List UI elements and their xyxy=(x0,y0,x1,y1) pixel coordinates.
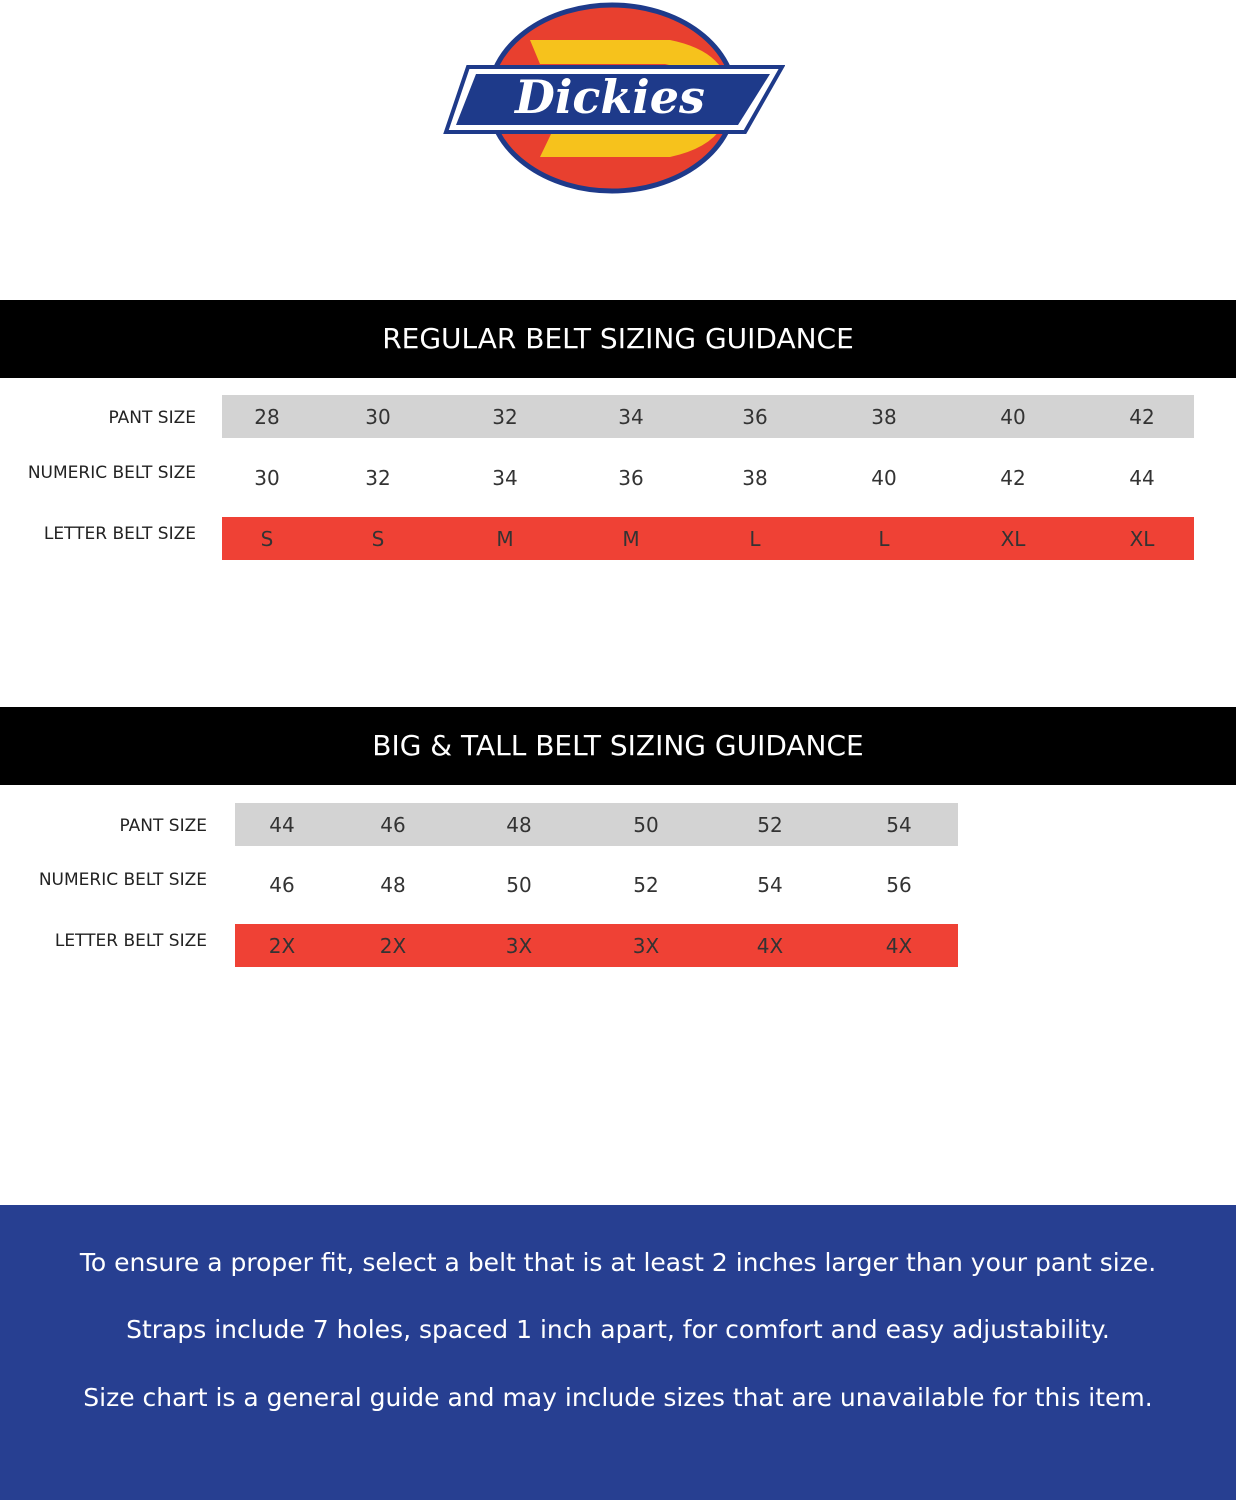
numeric-belt-size-cell: 32 xyxy=(365,466,391,490)
letter-belt-size-cell: 2X xyxy=(379,934,407,958)
letter-belt-size-cell: S xyxy=(260,527,274,551)
row-label: NUMERIC BELT SIZE xyxy=(38,870,207,890)
pant-size-band xyxy=(222,395,1194,438)
pant-size-cell: 32 xyxy=(492,405,518,429)
letter-belt-size-cell: S xyxy=(371,527,385,551)
pant-size-cell: 30 xyxy=(365,405,391,429)
numeric-belt-size-cell: 42 xyxy=(1000,466,1026,490)
row-label: PANT SIZE xyxy=(119,816,208,836)
letter-belt-size-band xyxy=(235,924,958,967)
pant-size-cell: 34 xyxy=(618,405,644,429)
logo: Dickies xyxy=(443,2,785,194)
pant-size-cell: 44 xyxy=(269,813,295,837)
pant-size-cell: 46 xyxy=(380,813,406,837)
row-label: LETTER BELT SIZE xyxy=(54,931,207,951)
letter-belt-size-cell: L xyxy=(749,527,761,551)
numeric-belt-size-cell: 46 xyxy=(269,873,295,897)
pant-size-cell: 38 xyxy=(871,405,897,429)
letter-belt-size-band xyxy=(222,517,1194,560)
numeric-belt-size-cell: 34 xyxy=(492,466,518,490)
pant-size-band xyxy=(235,803,958,846)
letter-belt-size-cell: 4X xyxy=(756,934,784,958)
note: Straps include 7 holes, spaced 1 inch ap… xyxy=(126,1315,1110,1344)
letter-belt-size-cell: L xyxy=(878,527,890,551)
note: Size chart is a general guide and may in… xyxy=(83,1383,1153,1412)
pant-size-cell: 28 xyxy=(254,405,280,429)
pant-size-cell: 50 xyxy=(633,813,659,837)
section-bar xyxy=(0,300,1236,378)
logo-text: Dickies xyxy=(513,70,705,124)
letter-belt-size-cell: 4X xyxy=(885,934,913,958)
note: To ensure a proper fit, select a belt th… xyxy=(79,1248,1157,1277)
pant-size-cell: 40 xyxy=(1000,405,1026,429)
letter-belt-size-cell: XL xyxy=(1129,527,1155,551)
row-label: PANT SIZE xyxy=(108,408,197,428)
numeric-belt-size-cell: 56 xyxy=(886,873,912,897)
numeric-belt-size-cell: 48 xyxy=(380,873,406,897)
numeric-belt-size-cell: 36 xyxy=(618,466,644,490)
numeric-belt-size-cell: 50 xyxy=(506,873,532,897)
section-bar xyxy=(0,707,1236,785)
letter-belt-size-cell: XL xyxy=(1000,527,1026,551)
section-title: BIG & TALL BELT SIZING GUIDANCE xyxy=(372,729,864,762)
pant-size-cell: 48 xyxy=(506,813,532,837)
pant-size-cell: 52 xyxy=(757,813,783,837)
pant-size-cell: 36 xyxy=(742,405,768,429)
row-label: LETTER BELT SIZE xyxy=(43,524,196,544)
numeric-belt-size-cell: 30 xyxy=(254,466,280,490)
numeric-belt-size-cell: 44 xyxy=(1129,466,1155,490)
numeric-belt-size-cell: 52 xyxy=(633,873,659,897)
pant-size-cell: 42 xyxy=(1129,405,1155,429)
row-label: NUMERIC BELT SIZE xyxy=(27,463,196,483)
footer xyxy=(0,1205,1236,1500)
letter-belt-size-cell: 2X xyxy=(268,934,296,958)
section-title: REGULAR BELT SIZING GUIDANCE xyxy=(382,322,854,355)
letter-belt-size-cell: 3X xyxy=(505,934,533,958)
numeric-belt-size-cell: 40 xyxy=(871,466,897,490)
numeric-belt-size-cell: 38 xyxy=(742,466,768,490)
pant-size-cell: 54 xyxy=(886,813,912,837)
letter-belt-size-cell: 3X xyxy=(632,934,660,958)
letter-belt-size-cell: M xyxy=(496,527,514,551)
letter-belt-size-cell: M xyxy=(622,527,640,551)
numeric-belt-size-cell: 54 xyxy=(757,873,783,897)
